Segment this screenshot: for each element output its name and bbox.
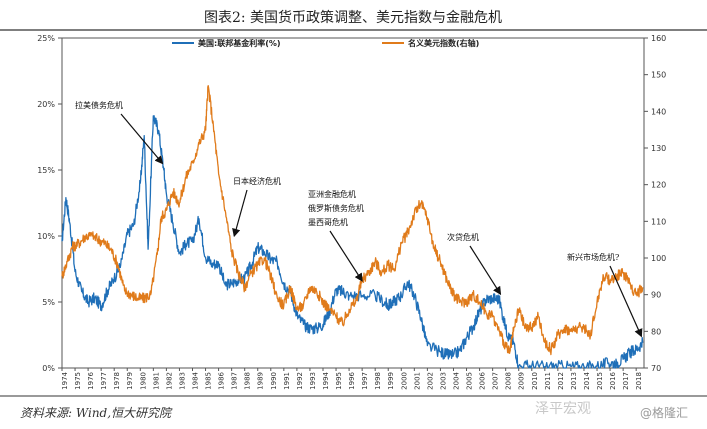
annotation-label: 日本经济危机 [233, 176, 281, 186]
y-right-tick-label: 110 [651, 217, 666, 226]
x-tick-label: 1987 [231, 372, 239, 390]
annotation-arrow [329, 230, 363, 282]
x-tick-label: 2012 [557, 372, 565, 390]
x-tick-label: 1988 [244, 372, 252, 390]
x-tick-label: 2000 [400, 372, 408, 390]
x-tick-label: 1995 [335, 372, 343, 390]
x-tick-label: 2009 [518, 372, 526, 390]
annotation-arrow [232, 189, 248, 238]
annotation-label: 次贷危机 [447, 232, 479, 242]
x-tick-label: 1999 [387, 372, 395, 390]
x-tick-label: 1982 [165, 372, 173, 390]
x-tick-label: 2015 [596, 372, 604, 390]
x-tick-label: 1997 [361, 372, 369, 390]
x-tick-label: 1989 [257, 372, 265, 390]
x-tick-label: 1977 [100, 372, 108, 390]
y-right-tick-label: 90 [651, 291, 661, 300]
y-right-tick-label: 140 [651, 107, 666, 116]
annotation-arrow [120, 113, 164, 165]
source-note: 资料来源: Wind,恒大研究院 [20, 406, 172, 420]
y-right-tick-label: 70 [651, 364, 661, 373]
x-tick-label: 1990 [270, 372, 278, 390]
x-tick-label: 2003 [439, 372, 447, 390]
x-tick-label: 2016 [609, 371, 617, 389]
x-tick-label: 1975 [74, 372, 82, 390]
x-tick-label: 1978 [113, 372, 121, 390]
x-tick-label: 1991 [283, 372, 291, 390]
x-tick-label: 2006 [479, 371, 487, 389]
x-tick-label: 2008 [505, 372, 513, 390]
annotation-label: 新兴市场危机? [567, 252, 619, 262]
x-tick-label: 2017 [622, 372, 630, 390]
y-left-tick-label: 15% [37, 166, 55, 175]
x-tick-label: 1981 [152, 372, 160, 390]
x-tick-label: 1992 [296, 372, 304, 390]
x-tick-label: 1993 [309, 372, 317, 390]
annotation-label: 亚洲金融危机 [308, 189, 356, 199]
x-tick-label: 2011 [544, 372, 552, 390]
x-tick-label: 2013 [570, 372, 578, 390]
series-line-fed-funds-rate [61, 115, 644, 369]
x-tick-label: 2010 [531, 372, 539, 390]
x-tick-label: 2018 [635, 372, 643, 390]
annotation-label: 拉美债务危机 [75, 100, 123, 110]
x-tick-label: 1986 [218, 371, 226, 389]
x-tick-label: 1983 [178, 372, 186, 390]
x-tick-label: 1996 [348, 371, 356, 389]
y-right-tick-label: 100 [651, 254, 666, 263]
x-tick-label: 2014 [583, 371, 591, 389]
y-left-tick-label: 0% [42, 364, 55, 373]
x-tick-label: 2002 [426, 372, 434, 390]
annotation-label: 俄罗斯债务危机 [308, 203, 364, 213]
plot-frame [61, 37, 645, 369]
y-right-tick-label: 160 [651, 34, 666, 43]
x-tick-label: 2005 [466, 372, 474, 390]
x-tick-label: 1998 [374, 372, 382, 390]
legend-label: 名义美元指数(右轴) [408, 38, 479, 48]
annotation-arrow [609, 265, 643, 338]
x-tick-label: 1979 [126, 372, 134, 390]
y-right-tick-label: 80 [651, 327, 661, 336]
x-tick-label: 1976 [87, 371, 95, 389]
x-tick-label: 1974 [61, 371, 69, 389]
x-tick-label: 2007 [492, 372, 500, 390]
y-left-tick-label: 10% [37, 232, 55, 241]
y-right-tick-label: 120 [651, 181, 666, 190]
annotation-arrow [469, 245, 502, 296]
x-tick-label: 1985 [205, 372, 213, 390]
x-tick-label: 1984 [191, 371, 199, 389]
y-right-tick-label: 130 [651, 144, 666, 153]
x-tick-label: 2001 [413, 372, 421, 390]
y-left-tick-label: 25% [37, 34, 55, 43]
series-line-dollar-index [61, 85, 644, 356]
x-tick-label: 1994 [322, 371, 330, 389]
legend-label: 美国:联邦基金利率(%) [198, 38, 281, 48]
watermark-text: 泽平宏观 [535, 401, 591, 417]
y-right-tick-label: 150 [651, 71, 666, 80]
title-background [0, 0, 707, 30]
x-tick-label: 2004 [452, 371, 460, 389]
watermark-handle: @格隆汇 [640, 406, 689, 420]
y-left-tick-label: 20% [37, 100, 55, 109]
chart-title: 图表2: 美国货币政策调整、美元指数与金融危机 [204, 9, 502, 26]
annotation-label: 墨西哥危机 [308, 217, 348, 227]
y-left-tick-label: 5% [42, 298, 55, 307]
x-tick-label: 1980 [139, 372, 147, 390]
